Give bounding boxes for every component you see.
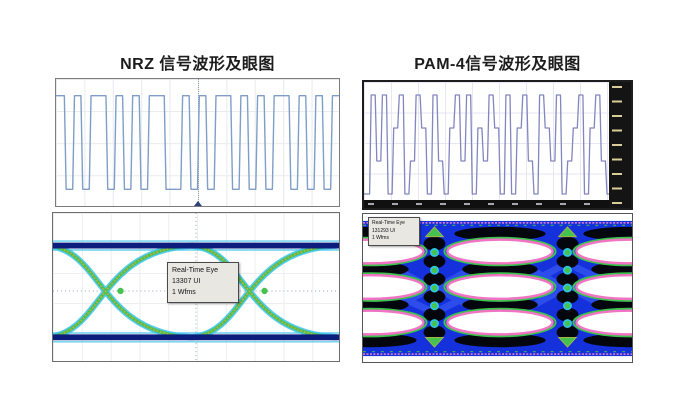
pam4-column-title: PAM-4信号波形及眼图	[414, 56, 581, 73]
realtime-eye-tooltip: Real-Time Eye 131293 UI 1 Wfms	[368, 217, 420, 246]
nrz-waveform-trace	[56, 95, 339, 190]
realtime-eye-tooltip: Real-Time Eye 13307 UI 1 Wfms	[167, 262, 239, 303]
pam4-eye-diagram: Real-Time Eye 131293 UI 1 Wfms	[362, 213, 633, 363]
nrz-eye-plot	[53, 213, 339, 361]
scope-vertical-scale-strip	[609, 82, 631, 208]
tooltip-line: 131293 UI	[372, 227, 396, 234]
pam4-eye-plot	[363, 214, 632, 362]
tooltip-line: 1 Wfms	[172, 288, 196, 296]
trigger-marker-icon	[193, 201, 202, 206]
tooltip-line: Real-Time Eye	[372, 220, 405, 226]
nrz-eye-diagram: Real-Time Eye 13307 UI 1 Wfms	[52, 212, 340, 362]
tooltip-line: 13307 UI	[172, 277, 201, 285]
pam4-waveform-trace	[364, 94, 611, 195]
nrz-waveform-plot	[55, 78, 340, 207]
nrz-column-title: NRZ 信号波形及眼图	[120, 56, 275, 73]
scope-horizontal-scale-strip	[364, 200, 609, 208]
tooltip-line: Real-Time Eye	[172, 267, 219, 274]
tooltip-line: 1 Wfms	[372, 235, 389, 241]
pam4-waveform-plot	[362, 80, 633, 210]
